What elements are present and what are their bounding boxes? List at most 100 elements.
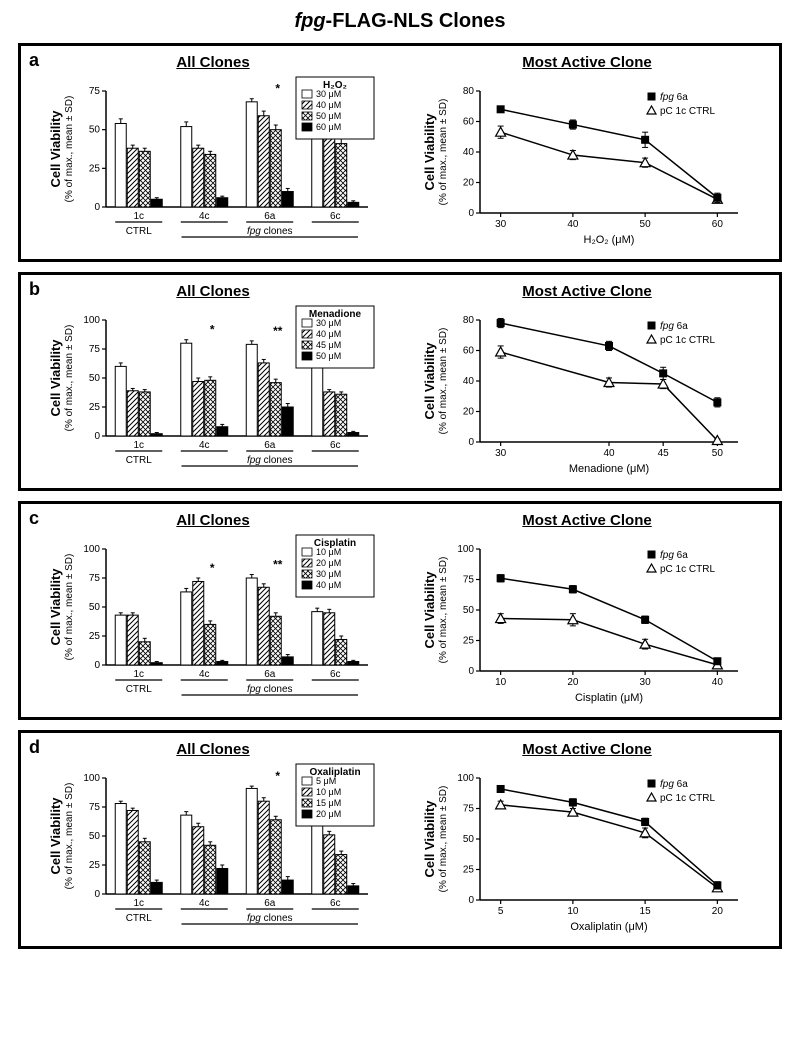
svg-text:pC 1c CTRL: pC 1c CTRL xyxy=(660,793,715,804)
svg-text:25: 25 xyxy=(463,865,475,876)
svg-text:60: 60 xyxy=(463,117,475,128)
svg-text:100: 100 xyxy=(83,773,100,784)
svg-text:CTRL: CTRL xyxy=(126,913,153,924)
svg-text:20: 20 xyxy=(567,677,579,688)
line-chart: Cell Viability(% of max., mean ± SD)0204… xyxy=(422,302,752,482)
svg-text:45: 45 xyxy=(658,448,670,459)
bar xyxy=(193,381,204,436)
bar xyxy=(282,880,293,894)
svg-text:pC 1c CTRL: pC 1c CTRL xyxy=(660,106,715,117)
bar xyxy=(205,624,216,665)
bar-chart: Cell Viability(% of max., mean ± SD)0255… xyxy=(48,73,378,253)
svg-text:75: 75 xyxy=(463,575,475,586)
svg-text:50: 50 xyxy=(89,125,101,136)
bar xyxy=(205,154,216,207)
svg-text:Cell Viability: Cell Viability xyxy=(422,342,437,420)
svg-text:0: 0 xyxy=(94,202,100,213)
svg-text:(% of max., mean ± SD): (% of max., mean ± SD) xyxy=(64,96,75,203)
svg-text:25: 25 xyxy=(89,402,101,413)
svg-text:80: 80 xyxy=(463,315,475,326)
bar xyxy=(312,612,323,665)
svg-text:fpg 6a: fpg 6a xyxy=(660,550,688,561)
bar xyxy=(181,815,192,894)
bar xyxy=(312,817,323,894)
svg-text:25: 25 xyxy=(89,163,101,174)
bar xyxy=(139,151,150,207)
svg-text:*: * xyxy=(275,82,280,96)
svg-text:Cell Viability: Cell Viability xyxy=(48,339,63,417)
svg-text:1c: 1c xyxy=(133,211,144,222)
bar xyxy=(336,639,347,665)
svg-text:20 μM: 20 μM xyxy=(316,558,341,568)
bar xyxy=(139,392,150,436)
title-rest: -FLAG-NLS Clones xyxy=(326,10,506,32)
svg-text:30: 30 xyxy=(495,219,507,230)
bar xyxy=(270,130,281,207)
svg-text:Cell Viability: Cell Viability xyxy=(48,568,63,646)
svg-text:fpg 6a: fpg 6a xyxy=(660,779,688,790)
svg-text:fpg clones: fpg clones xyxy=(247,226,293,237)
bar xyxy=(193,148,204,207)
bar xyxy=(217,662,228,665)
bar xyxy=(246,102,257,207)
line-chart: Cell Viability(% of max., mean ± SD)0255… xyxy=(422,760,752,940)
bar xyxy=(348,202,359,207)
svg-text:6c: 6c xyxy=(330,440,341,451)
bar xyxy=(127,148,138,207)
bar xyxy=(336,855,347,894)
svg-text:0: 0 xyxy=(468,666,474,677)
bar xyxy=(127,391,138,436)
svg-text:1c: 1c xyxy=(133,669,144,680)
svg-text:0: 0 xyxy=(468,437,474,448)
svg-text:fpg clones: fpg clones xyxy=(247,455,293,466)
bar xyxy=(217,198,228,207)
svg-text:6a: 6a xyxy=(264,669,276,680)
svg-text:20 μM: 20 μM xyxy=(316,809,341,819)
svg-text:75: 75 xyxy=(89,344,101,355)
svg-text:0: 0 xyxy=(468,895,474,906)
svg-text:6c: 6c xyxy=(330,211,341,222)
svg-text:75: 75 xyxy=(89,573,101,584)
svg-text:CTRL: CTRL xyxy=(126,684,153,695)
bar xyxy=(270,616,281,665)
svg-text:50: 50 xyxy=(463,605,475,616)
bar xyxy=(127,810,138,894)
svg-text:**: ** xyxy=(273,324,283,338)
svg-text:45 μM: 45 μM xyxy=(316,340,341,350)
svg-text:40 μM: 40 μM xyxy=(316,100,341,110)
svg-text:4c: 4c xyxy=(199,211,210,222)
bar xyxy=(181,592,192,665)
svg-text:(% of max., mean ± SD): (% of max., mean ± SD) xyxy=(64,554,75,661)
svg-text:4c: 4c xyxy=(199,440,210,451)
svg-text:20: 20 xyxy=(712,906,724,917)
svg-text:25: 25 xyxy=(89,631,101,642)
svg-text:*: * xyxy=(210,561,215,575)
bar xyxy=(282,407,293,436)
svg-text:10: 10 xyxy=(567,906,579,917)
panel-letter: d xyxy=(29,737,40,758)
svg-text:0: 0 xyxy=(468,208,474,219)
svg-text:50 μM: 50 μM xyxy=(316,111,341,121)
bar xyxy=(246,788,257,894)
svg-text:40: 40 xyxy=(463,147,475,158)
bar xyxy=(217,868,228,894)
svg-text:30 μM: 30 μM xyxy=(316,89,341,99)
bar xyxy=(193,581,204,665)
svg-text:40 μM: 40 μM xyxy=(316,580,341,590)
svg-text:fpg clones: fpg clones xyxy=(247,684,293,695)
svg-text:(% of max., mean ± SD): (% of max., mean ± SD) xyxy=(438,557,449,664)
svg-text:(% of max., mean ± SD): (% of max., mean ± SD) xyxy=(438,99,449,206)
line-chart: Cell Viability(% of max., mean ± SD)0204… xyxy=(422,73,752,253)
bar xyxy=(151,199,162,207)
svg-text:75: 75 xyxy=(463,804,475,815)
svg-text:*: * xyxy=(275,769,280,783)
svg-text:50: 50 xyxy=(89,602,101,613)
svg-text:**: ** xyxy=(273,558,283,572)
svg-text:20: 20 xyxy=(463,178,475,189)
svg-text:Cell Viability: Cell Viability xyxy=(48,797,63,875)
svg-text:60: 60 xyxy=(712,219,724,230)
svg-text:80: 80 xyxy=(463,86,475,97)
svg-text:100: 100 xyxy=(83,315,100,326)
svg-text:CTRL: CTRL xyxy=(126,226,153,237)
svg-text:fpg 6a: fpg 6a xyxy=(660,92,688,103)
